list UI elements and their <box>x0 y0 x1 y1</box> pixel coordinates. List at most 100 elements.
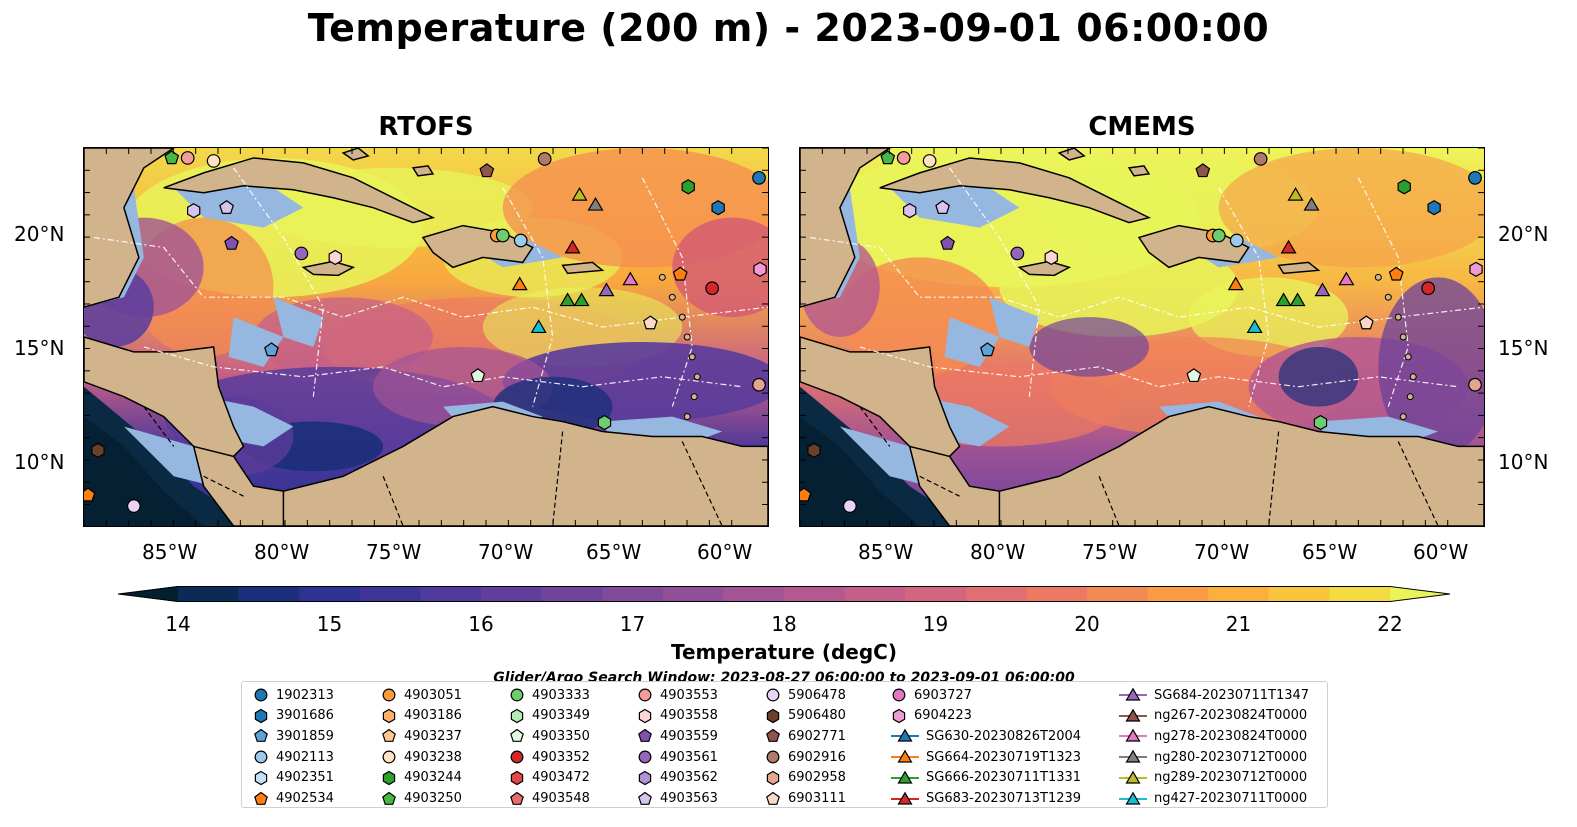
legend-entry: ng427-20230711T0000 <box>1118 789 1307 809</box>
legend-entry: 5906478 <box>764 685 846 705</box>
lon-tick: 65°W <box>586 540 642 564</box>
legend-marker <box>1125 749 1141 763</box>
legend-entry: ng289-20230712T0000 <box>1118 768 1307 788</box>
float-marker <box>705 281 720 296</box>
colorbar-bin <box>844 586 906 602</box>
float-marker <box>1421 281 1436 296</box>
legend-entry: 4903349 <box>508 706 590 726</box>
legend-label: 4903349 <box>532 708 590 724</box>
legend-marker <box>382 708 396 723</box>
temperature-feature <box>672 217 768 318</box>
legend-marker-triangle-icon <box>1119 708 1147 722</box>
lon-tick: 75°W <box>366 540 422 564</box>
float-marker <box>511 276 528 291</box>
temperature-feature <box>1278 346 1359 407</box>
eez-boundary <box>502 187 554 407</box>
legend-marker <box>638 688 652 702</box>
colorbar-bin <box>481 586 543 602</box>
land-mass <box>800 336 961 468</box>
colorbar-bin <box>420 586 482 602</box>
float-marker <box>84 487 96 502</box>
legend-label: 1902313 <box>276 687 334 703</box>
float-marker <box>164 150 180 165</box>
legend-marker-circle-icon <box>254 688 268 702</box>
legend-label: 4903558 <box>660 708 718 724</box>
legend-entry: ng278-20230824T0000 <box>1118 726 1307 746</box>
colorbar-bin <box>662 586 724 602</box>
legend-marker <box>510 750 524 764</box>
float-marker <box>1211 228 1226 243</box>
legend-marker <box>510 688 524 702</box>
map-panel-cmems[interactable] <box>799 147 1485 527</box>
legend-label: ng427-20230711T0000 <box>1154 791 1308 806</box>
legend-label: 3901686 <box>276 708 334 724</box>
legend-entry: 4903237 <box>380 726 462 746</box>
legend-entry: 3901686 <box>252 706 334 726</box>
island <box>1399 333 1407 341</box>
float-marker <box>126 499 141 513</box>
legend-marker <box>897 728 913 742</box>
country-border <box>382 476 404 526</box>
legend-marker <box>382 729 396 743</box>
land-mass <box>1277 261 1321 275</box>
float-marker <box>206 154 221 168</box>
float-marker <box>1469 261 1483 278</box>
float-marker <box>1468 377 1482 392</box>
float-marker <box>1010 246 1025 261</box>
legend-marker <box>897 749 913 763</box>
float-marker <box>807 442 821 459</box>
legend-marker-hexagon-icon <box>766 770 780 785</box>
legend-label: ng280-20230712T0000 <box>1154 749 1308 765</box>
land-mass <box>341 148 370 161</box>
float-marker <box>294 246 309 261</box>
legend-marker-circle-icon <box>638 750 652 764</box>
island <box>1409 373 1417 381</box>
land-mass <box>163 157 436 224</box>
legend-entry: 3901859 <box>252 726 334 746</box>
float-marker <box>980 342 995 357</box>
legend-marker <box>766 770 780 785</box>
colorbar-bin <box>541 586 603 602</box>
legend-label: 3901859 <box>276 728 334 744</box>
legend-marker <box>510 729 524 743</box>
panel-title-cmems: CMEMS <box>1088 112 1196 142</box>
legend-marker-circle-icon <box>510 750 524 764</box>
colorbar-bin <box>178 586 240 602</box>
legend-entry: 6903727 <box>890 685 972 705</box>
legend-entry: ng267-20230824T0000 <box>1118 706 1307 726</box>
land-mass <box>301 260 356 277</box>
legend-entry: 6902771 <box>764 726 846 746</box>
legend-label: 6903111 <box>788 791 846 806</box>
legend-entry: 4903333 <box>508 685 590 705</box>
legend-label: 4903561 <box>660 749 718 765</box>
legend-label: 4903237 <box>404 728 462 744</box>
colorbar-bin <box>1147 586 1209 602</box>
colorbar-tick-label: 17 <box>619 612 646 636</box>
float-marker <box>1275 292 1292 307</box>
float-marker <box>642 315 658 330</box>
legend-entry: 4903563 <box>636 789 718 809</box>
island <box>1399 413 1407 421</box>
eez-boundary <box>949 167 1040 397</box>
float-marker <box>559 292 576 307</box>
temperature-feature <box>1218 148 1484 268</box>
legend-marker-pentagon-icon <box>254 729 268 743</box>
legend-marker <box>897 770 913 784</box>
legend-marker-circle-icon <box>254 750 268 764</box>
colorbar-min-extend <box>118 586 178 602</box>
land-mass <box>879 157 1152 224</box>
lat-tick-left: 20°N <box>14 222 65 246</box>
legend-marker <box>638 750 652 764</box>
legend-entry: 5906480 <box>764 706 846 726</box>
land-mass <box>1057 148 1086 161</box>
legend-marker-hexagon-icon <box>382 770 396 785</box>
colorbar-bin <box>1268 586 1330 602</box>
country-border <box>859 406 891 447</box>
legend-label: 4903333 <box>532 687 590 703</box>
legend-label: SG684-20230711T1347 <box>1154 687 1310 703</box>
map-panel-rtofs[interactable] <box>83 147 769 527</box>
island <box>1374 273 1382 281</box>
legend-label: 4903562 <box>660 770 718 786</box>
colorbar-tick-label: 16 <box>468 612 494 636</box>
float-marker <box>224 235 239 250</box>
